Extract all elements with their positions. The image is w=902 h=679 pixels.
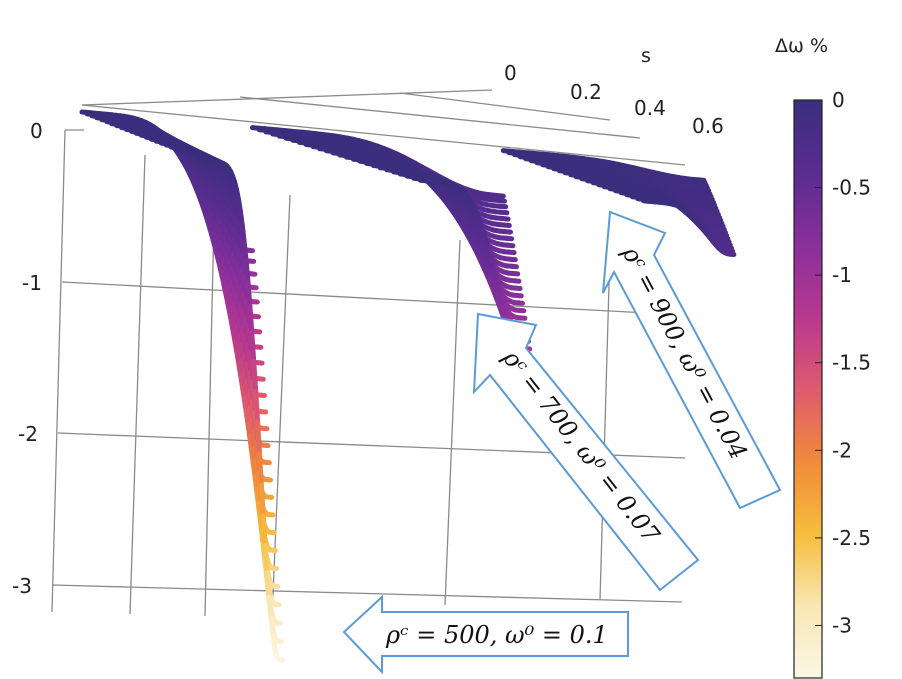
surface-ribbon-segment <box>236 218 244 240</box>
surface-ribbon-segment <box>262 543 270 576</box>
surface-ribbon-segment <box>257 451 264 488</box>
surface-ribbon-segment <box>498 209 510 216</box>
colorbar-tick-label: -1 <box>832 263 852 287</box>
s-tick-0: 0 <box>504 61 517 85</box>
s-tick-0.2: 0.2 <box>570 80 602 104</box>
z-tick-minus-2: -2 <box>18 422 38 446</box>
callout-500-label: ρᶜ = 500, ω⁰ = 0.1 <box>385 621 608 649</box>
colorbar-tick-label: -2 <box>832 438 852 462</box>
surface-ribbon-segment <box>505 242 516 249</box>
surface-ribbon-segment <box>268 615 276 639</box>
surface-ribbon-segment <box>700 185 710 191</box>
callout-700-label: ρᶜ = 700, ω⁰ = 0.07 <box>497 344 666 549</box>
surface-ribbon-segment <box>230 210 238 231</box>
surface-ribbon-segment <box>494 193 506 199</box>
s-axis-label: s <box>641 45 651 67</box>
surface-ribbon-segment <box>503 235 515 242</box>
surface-ribbon-segment <box>699 182 709 188</box>
surface-ribbon-segment <box>502 229 513 235</box>
colorbar-tick-label: -0.5 <box>832 176 871 200</box>
surface-ribbon-segment <box>266 594 274 621</box>
surface-ribbons <box>79 109 737 663</box>
s-tick-0.6: 0.6 <box>692 114 724 138</box>
surface-ribbon-segment <box>253 388 261 425</box>
colorbar-tick-label: 0 <box>832 88 845 112</box>
surface-ribbon-segment <box>495 198 507 204</box>
colorbar-tick-label: -1.5 <box>832 351 871 375</box>
surface-ribbon-segment <box>499 216 511 222</box>
surface-ribbon-segment <box>506 249 517 256</box>
surface-ribbon-segment <box>245 279 253 309</box>
surface-ribbon-segment <box>264 570 272 600</box>
surface-ribbon-segment <box>258 482 266 519</box>
surface-ribbon-segment <box>255 419 262 457</box>
surface-ribbon-segment <box>702 190 713 197</box>
surface-ribbon-segment <box>243 257 251 285</box>
callout-900-label: ρᶜ = 900, ω⁰ = 0.04 <box>616 241 752 464</box>
callout-900: ρᶜ = 900, ω⁰ = 0.04 <box>602 210 782 510</box>
surface-ribbon-segment <box>249 330 257 364</box>
colorbar-label: Δω % <box>775 35 828 57</box>
z-tick-0: 0 <box>30 119 43 143</box>
s-tick-0.4: 0.4 <box>634 96 666 120</box>
surface-ribbon-segment <box>251 358 259 394</box>
colorbar-ticks: 0 -0.5 -1 -1.5 -2 -2.5 -3 <box>815 88 871 637</box>
callout-500: ρᶜ = 500, ω⁰ = 0.1 <box>342 594 629 675</box>
surface-ribbon-segment <box>239 222 247 244</box>
surface-ribbon-segment <box>247 303 255 336</box>
colorbar-tick-label: -2.5 <box>832 526 871 550</box>
z-tick-minus-1: -1 <box>22 271 42 295</box>
surface-ribbon-segment <box>501 222 512 228</box>
colorbar-tick-label: -3 <box>832 613 852 637</box>
surface-ribbon-segment <box>497 203 509 210</box>
z-tick-minus-3: -3 <box>12 574 32 598</box>
colorbar <box>793 99 823 679</box>
surface-ribbon-segment <box>260 513 268 548</box>
surface-ribbon-segment <box>233 214 241 235</box>
surface-ribbon-segment <box>241 238 249 263</box>
